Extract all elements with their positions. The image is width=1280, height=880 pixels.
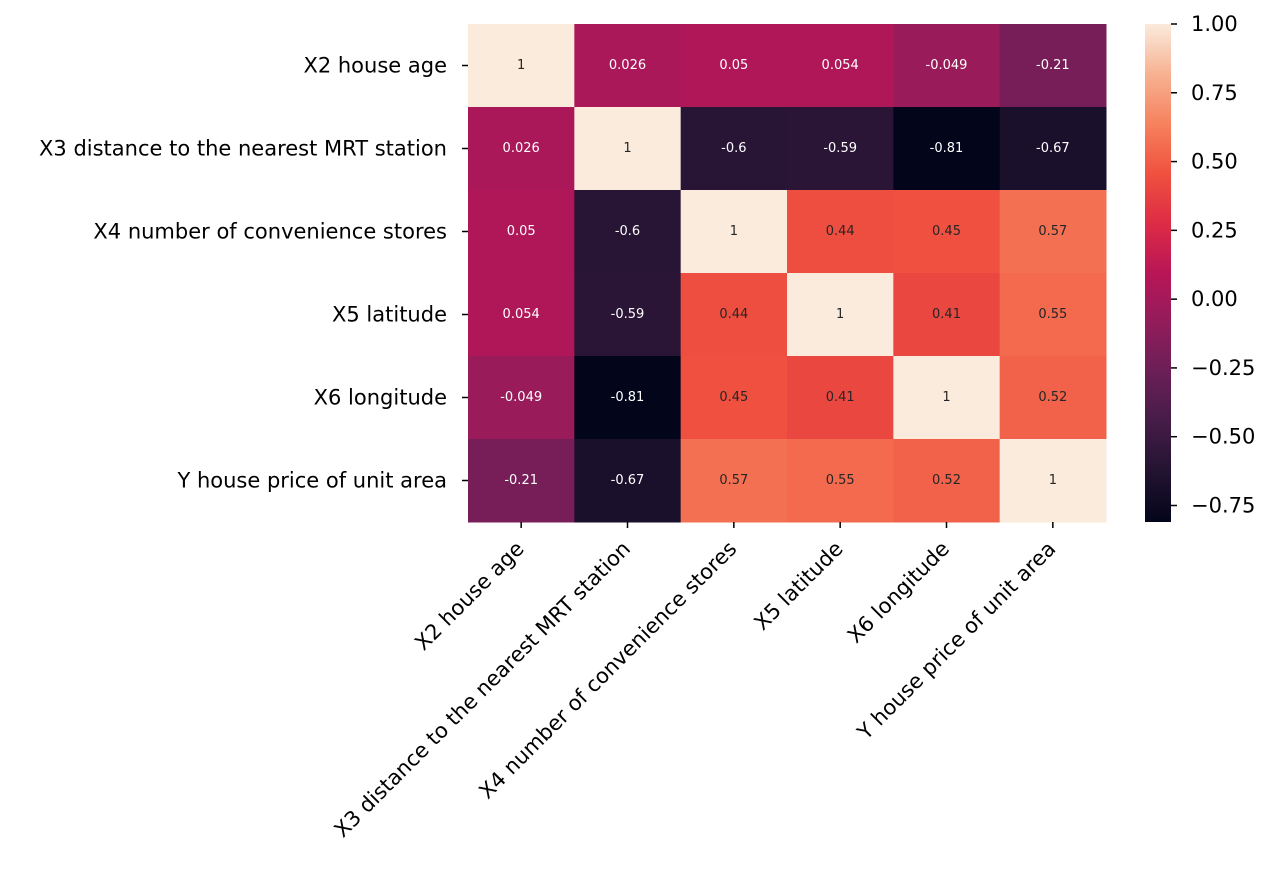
colorbar-tick-label: 0.50 xyxy=(1191,150,1238,174)
colorbar-tick-label: −0.25 xyxy=(1191,356,1255,380)
heatmap-cell-value: -0.81 xyxy=(930,141,964,156)
heatmap-cell-labels: 1 0.026 0.05 0.054 -0.049 -0.21 0.026 1 -0.6 -0.5… xyxy=(500,58,1069,488)
y-axis-tick-label: X6 longitude xyxy=(314,386,447,410)
y-axis-tick-label: X5 latitude xyxy=(332,303,447,327)
x-axis-tick-label: X6 longitude xyxy=(843,537,954,648)
heatmap-cell-value: 1 xyxy=(730,224,738,239)
colorbar: 1.00 0.75 0.50 0.25 0.00 −0.25 −0.50 −0.75 xyxy=(1145,12,1255,522)
heatmap-cell xyxy=(680,24,788,108)
heatmap-cell xyxy=(680,439,788,523)
heatmap-cell-value: 0.55 xyxy=(1038,307,1067,322)
heatmap-cell xyxy=(468,273,575,357)
heatmap-cell xyxy=(468,190,575,274)
heatmap-cell xyxy=(574,356,682,440)
heatmap-cell xyxy=(999,356,1107,440)
y-axis-tick-label: X2 house age xyxy=(303,54,447,78)
heatmap-cell xyxy=(787,24,894,108)
heatmap-cell-value: 0.57 xyxy=(1038,224,1067,239)
heatmap-cell xyxy=(468,439,575,523)
y-axis-tick-label: Y house price of unit area xyxy=(176,469,447,493)
colorbar-tick-label: 0.00 xyxy=(1191,287,1238,311)
heatmap-cell-value: 0.44 xyxy=(826,224,855,239)
heatmap-cell xyxy=(999,190,1107,274)
heatmap-cell xyxy=(787,356,894,440)
heatmap-cell-value: 1 xyxy=(942,390,950,405)
heatmap-cell-value: 0.52 xyxy=(932,473,961,488)
heatmap-cell xyxy=(999,24,1107,108)
heatmap-cell xyxy=(680,190,788,274)
heatmap-cell-value: 0.45 xyxy=(719,390,748,405)
heatmap-cell xyxy=(574,439,682,523)
heatmap-cell-value: 1 xyxy=(836,307,844,322)
heatmap-cell xyxy=(468,24,575,108)
heatmap-cell xyxy=(893,24,1001,108)
heatmap-cell-value: 1 xyxy=(623,141,631,156)
heatmap-cell xyxy=(999,273,1107,357)
heatmap-cell-value: 1 xyxy=(1049,473,1057,488)
heatmap-cell xyxy=(574,107,682,191)
heatmap-cell xyxy=(574,24,682,108)
y-axis-tick-label: X3 distance to the nearest MRT station xyxy=(39,137,447,161)
x-axis-tick-label: Y house price of unit area xyxy=(852,537,1060,745)
heatmap-cell-value: -0.59 xyxy=(611,307,645,322)
heatmap-cell-value: 0.57 xyxy=(719,473,748,488)
heatmap-cell-value: 1 xyxy=(517,58,525,73)
heatmap-cell xyxy=(787,107,894,191)
heatmap-cell-value: 0.054 xyxy=(822,58,859,73)
heatmap-cells xyxy=(468,24,1107,523)
heatmap-cell-value: -0.6 xyxy=(721,141,746,156)
heatmap-cell-value: 0.41 xyxy=(826,390,855,405)
heatmap-cell-value: 0.05 xyxy=(507,224,536,239)
heatmap-cell xyxy=(999,439,1107,523)
heatmap-cell-value: -0.59 xyxy=(823,141,857,156)
heatmap-cell-value: -0.21 xyxy=(1036,58,1070,73)
heatmap-cell-value: 0.026 xyxy=(503,141,540,156)
heatmap-cell-value: -0.81 xyxy=(611,390,645,405)
heatmap-cell xyxy=(574,273,682,357)
colorbar-ticks: 1.00 0.75 0.50 0.25 0.00 −0.25 −0.50 −0.75 xyxy=(1171,12,1255,517)
heatmap-cell xyxy=(787,273,894,357)
heatmap-cell xyxy=(787,190,894,274)
heatmap-cell xyxy=(468,356,575,440)
colorbar-tick-label: 0.75 xyxy=(1191,81,1238,105)
heatmap-cell-value: -0.049 xyxy=(500,390,542,405)
heatmap-cell-value: 0.054 xyxy=(503,307,540,322)
heatmap-cell xyxy=(680,356,788,440)
heatmap-cell xyxy=(893,107,1001,191)
heatmap-cell-value: 0.55 xyxy=(826,473,855,488)
heatmap-cell xyxy=(893,439,1001,523)
heatmap-cell xyxy=(893,190,1001,274)
heatmap-cell-value: 0.41 xyxy=(932,307,961,322)
colorbar-tick-label: −0.75 xyxy=(1191,493,1255,517)
heatmap-cell-value: 0.026 xyxy=(609,58,646,73)
heatmap-cell-value: 0.52 xyxy=(1038,390,1067,405)
heatmap-cell xyxy=(999,107,1107,191)
x-axis-tick-label: X5 latitude xyxy=(749,537,847,635)
heatmap-cell-value: -0.21 xyxy=(504,473,538,488)
heatmap-cell xyxy=(574,190,682,274)
heatmap-cell-value: -0.67 xyxy=(1036,141,1070,156)
y-axis-tick-label: X4 number of convenience stores xyxy=(93,220,447,244)
heatmap-cell-value: 0.45 xyxy=(932,224,961,239)
colorbar-gradient xyxy=(1145,24,1171,522)
heatmap-cell-value: -0.6 xyxy=(615,224,640,239)
colorbar-tick-label: 0.25 xyxy=(1191,218,1238,242)
heatmap-cell xyxy=(893,273,1001,357)
x-axis-tick-label: X2 house age xyxy=(410,537,528,655)
heatmap-cell-value: -0.67 xyxy=(611,473,645,488)
y-axis-tick-labels: X2 house age X3 distance to the nearest M… xyxy=(39,54,468,493)
heatmap-cell-value: 0.05 xyxy=(719,58,748,73)
heatmap-cell xyxy=(680,107,788,191)
heatmap-cell xyxy=(893,356,1001,440)
heatmap-cell-value: 0.44 xyxy=(719,307,748,322)
heatmap-cell xyxy=(468,107,575,191)
heatmap-cell-value: -0.049 xyxy=(926,58,968,73)
colorbar-tick-label: −0.50 xyxy=(1191,425,1255,449)
heatmap-cell xyxy=(680,273,788,357)
colorbar-tick-label: 1.00 xyxy=(1191,12,1238,36)
heatmap-cell xyxy=(787,439,894,523)
